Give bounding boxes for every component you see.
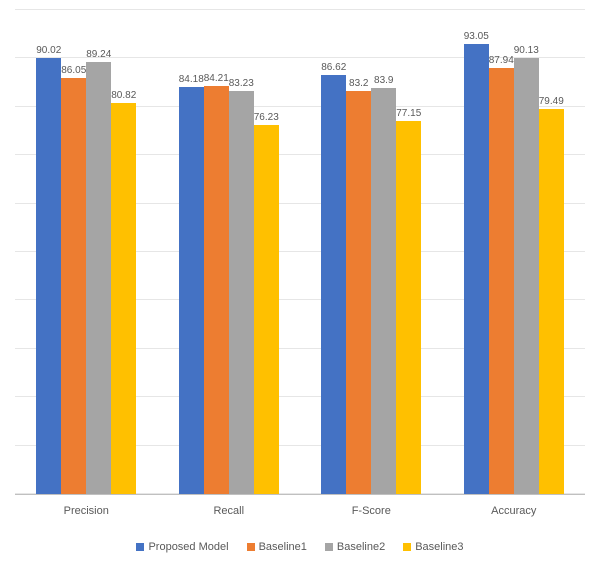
bar-value-label: 79.49 xyxy=(539,96,564,107)
bars: 93.0587.9490.1379.49 xyxy=(464,10,564,494)
bars: 86.6283.283.977.15 xyxy=(321,10,421,494)
bar: 86.62 xyxy=(321,75,346,494)
legend: Proposed Model Baseline1 Baseline2 Baseline… xyxy=(15,535,585,563)
bar-value-label: 90.13 xyxy=(514,45,539,56)
bar-group: 84.1884.2183.2376.23 xyxy=(158,10,301,494)
bar-value-label: 84.18 xyxy=(179,74,204,85)
x-axis-label: Accuracy xyxy=(443,495,586,535)
bar-value-label: 90.02 xyxy=(36,45,61,56)
bar-group: 90.0286.0589.2480.82 xyxy=(15,10,158,494)
legend-swatch xyxy=(247,543,255,551)
bar-chart: 90.0286.0589.2480.8284.1884.2183.2376.23… xyxy=(0,0,600,570)
bar: 84.18 xyxy=(179,87,204,494)
bar-value-label: 83.23 xyxy=(229,78,254,89)
legend-item: Baseline2 xyxy=(325,541,385,553)
bar: 77.15 xyxy=(396,121,421,494)
bar: 83.2 xyxy=(346,91,371,494)
bar: 83.9 xyxy=(371,88,396,494)
legend-label: Proposed Model xyxy=(148,541,228,553)
legend-item: Baseline1 xyxy=(247,541,307,553)
plot-area: 90.0286.0589.2480.8284.1884.2183.2376.23… xyxy=(15,10,585,495)
bar: 86.05 xyxy=(61,78,86,494)
bars: 84.1884.2183.2376.23 xyxy=(179,10,279,494)
x-axis-label: Recall xyxy=(158,495,301,535)
bar-value-label: 77.15 xyxy=(396,108,421,119)
bar-value-label: 76.23 xyxy=(254,112,279,123)
x-axis-label: Precision xyxy=(15,495,158,535)
x-axis-label: F-Score xyxy=(300,495,443,535)
legend-label: Baseline3 xyxy=(415,541,463,553)
x-axis: PrecisionRecallF-ScoreAccuracy xyxy=(15,495,585,535)
bar-value-label: 93.05 xyxy=(464,31,489,42)
bar: 83.23 xyxy=(229,91,254,494)
bars: 90.0286.0589.2480.82 xyxy=(36,10,136,494)
legend-item: Proposed Model xyxy=(136,541,228,553)
bar-value-label: 83.9 xyxy=(374,75,393,86)
bar-value-label: 84.21 xyxy=(204,73,229,84)
bar-value-label: 86.62 xyxy=(321,62,346,73)
legend-label: Baseline1 xyxy=(259,541,307,553)
bar: 90.13 xyxy=(514,58,539,494)
legend-swatch xyxy=(136,543,144,551)
bar-group: 93.0587.9490.1379.49 xyxy=(443,10,586,494)
bar: 87.94 xyxy=(489,68,514,494)
bar-group: 86.6283.283.977.15 xyxy=(300,10,443,494)
bar: 89.24 xyxy=(86,62,111,494)
bar-value-label: 87.94 xyxy=(489,55,514,66)
bar-value-label: 83.2 xyxy=(349,78,368,89)
legend-swatch xyxy=(325,543,333,551)
bar: 93.05 xyxy=(464,44,489,494)
bar: 79.49 xyxy=(539,109,564,494)
bar: 76.23 xyxy=(254,125,279,494)
bar: 84.21 xyxy=(204,86,229,494)
bar-groups: 90.0286.0589.2480.8284.1884.2183.2376.23… xyxy=(15,10,585,494)
bar: 90.02 xyxy=(36,58,61,494)
legend-label: Baseline2 xyxy=(337,541,385,553)
legend-swatch xyxy=(403,543,411,551)
bar-value-label: 89.24 xyxy=(86,49,111,60)
legend-item: Baseline3 xyxy=(403,541,463,553)
bar-value-label: 80.82 xyxy=(111,90,136,101)
bar: 80.82 xyxy=(111,103,136,494)
bar-value-label: 86.05 xyxy=(61,65,86,76)
